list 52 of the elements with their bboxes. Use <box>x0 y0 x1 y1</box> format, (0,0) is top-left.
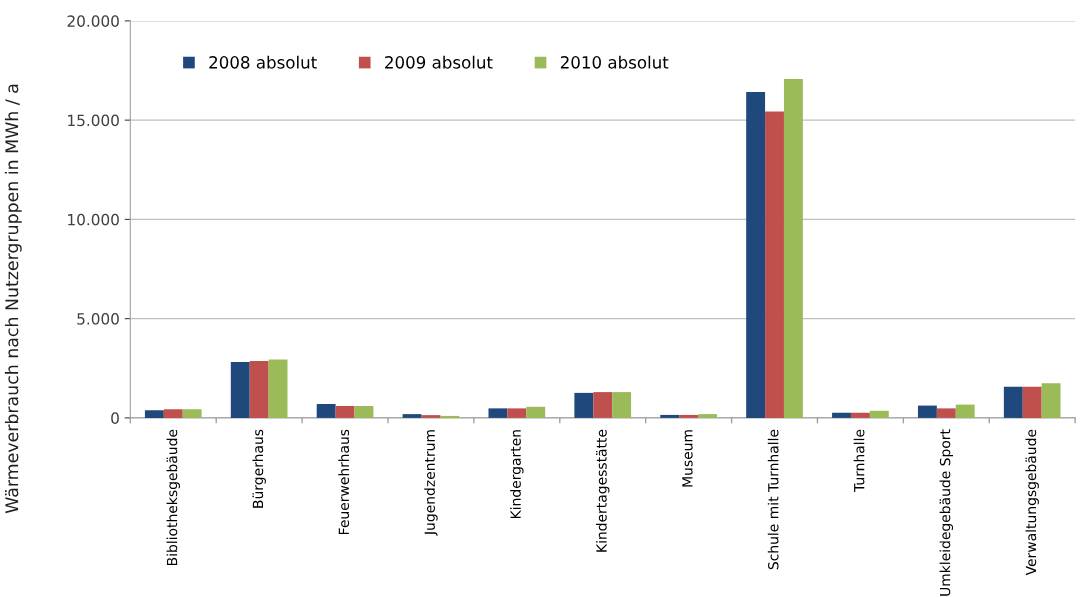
legend-label: 2009 absolut <box>385 55 493 69</box>
bar <box>593 392 613 418</box>
x-tick-label: Jugendzentrum <box>424 430 438 536</box>
bar <box>316 404 336 418</box>
x-tick-label: Verwaltungsgebäude <box>1025 429 1039 576</box>
x-tick-label: Kindergarten <box>510 430 524 519</box>
bar <box>660 414 680 418</box>
x-tick-label: Bürgerhaus <box>252 429 266 508</box>
bar <box>832 412 851 418</box>
bar <box>765 111 784 418</box>
y-tick-label: 10.000 <box>68 213 119 226</box>
bar <box>182 409 202 418</box>
bar <box>354 405 374 418</box>
bar <box>507 408 527 418</box>
x-tick-label: Bibliotheksgebäude <box>166 429 180 565</box>
bar <box>1022 386 1042 418</box>
bar <box>230 361 250 418</box>
bar <box>249 360 269 418</box>
y-tick-label: 0 <box>111 412 119 424</box>
bar <box>936 408 956 418</box>
bar <box>268 359 288 418</box>
bar <box>488 408 508 418</box>
bar <box>783 79 803 418</box>
bar <box>612 392 632 418</box>
y-tick-label: 15.000 <box>68 114 119 127</box>
bar <box>698 414 717 418</box>
legend-label: 2010 absolut <box>560 55 669 69</box>
x-tick-label: Kindertagesstätte <box>596 429 610 552</box>
x-tick-label: Schule mit Turnhalle <box>767 429 779 570</box>
bar <box>746 91 766 418</box>
bar <box>144 410 164 418</box>
bar <box>526 406 546 418</box>
bar <box>850 412 870 418</box>
bar <box>1003 386 1023 418</box>
x-tick-label: Turnhalle <box>853 429 865 493</box>
bar <box>163 409 183 418</box>
bar <box>402 414 422 418</box>
bar <box>679 414 699 418</box>
y-axis-title: Wärmeverbrauch nach Nutzergruppen in MWh / a <box>4 84 22 514</box>
bar <box>869 410 889 418</box>
bar <box>1041 383 1061 418</box>
x-tick-label: Museum <box>682 430 693 487</box>
bar <box>917 405 937 418</box>
x-tick-label: Umkleidegebäude Sport <box>939 429 954 596</box>
bar <box>335 405 355 418</box>
y-tick-label: 20.000 <box>67 15 119 27</box>
legend-label: 2008 absolut <box>209 55 317 69</box>
bar <box>955 404 975 418</box>
bar <box>574 392 594 418</box>
bar <box>421 415 441 418</box>
x-tick-label: Feuerwehrhaus <box>338 429 350 534</box>
y-tick-label: 5.000 <box>77 313 119 325</box>
